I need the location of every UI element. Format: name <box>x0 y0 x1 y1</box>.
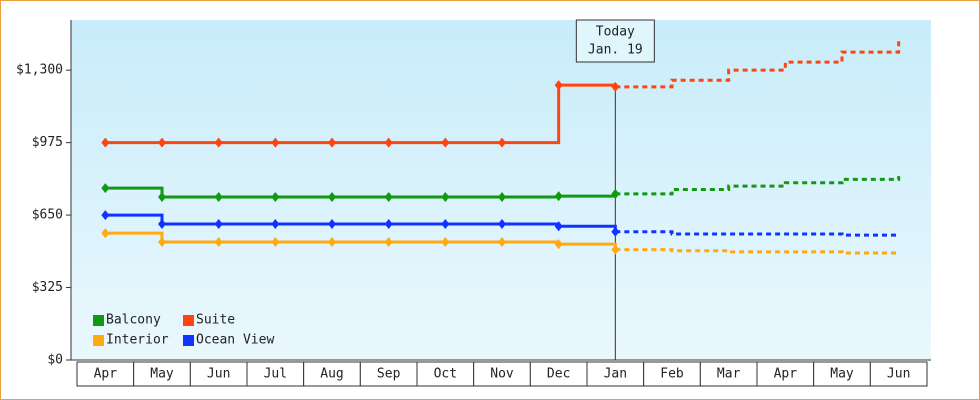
x-tick-label: Feb <box>660 367 684 382</box>
point <box>384 237 393 248</box>
point <box>441 237 450 248</box>
point <box>271 237 280 248</box>
point <box>384 137 393 148</box>
today-box <box>575 19 655 63</box>
point <box>214 137 223 148</box>
forecast-line <box>615 40 901 89</box>
point <box>214 237 223 248</box>
point <box>271 192 280 203</box>
x-tick-label: Oct <box>434 367 457 382</box>
point <box>328 219 336 229</box>
forecast-line <box>615 230 899 237</box>
point <box>271 137 280 148</box>
y-tick-label: $975 <box>32 135 63 150</box>
x-tick-box <box>76 361 135 387</box>
x-tick-box <box>699 361 758 387</box>
point <box>554 191 563 202</box>
x-tick-label: Jun <box>887 367 910 382</box>
point <box>498 219 506 229</box>
point <box>101 137 110 148</box>
series-line <box>105 83 617 145</box>
legend-swatch <box>183 315 194 326</box>
y-tick-label: $1,300 <box>16 63 63 78</box>
point <box>328 137 336 148</box>
point <box>101 183 110 194</box>
x-tick-label: Apr <box>774 367 798 382</box>
point <box>101 228 110 239</box>
point <box>271 219 280 229</box>
x-tick-label: Aug <box>320 367 343 382</box>
point <box>158 237 166 248</box>
x-tick-box <box>189 361 248 387</box>
legend-swatch <box>93 335 104 346</box>
legend-label: Balcony <box>106 313 161 328</box>
point <box>214 219 223 229</box>
x-tick-label: Jul <box>264 367 287 382</box>
today-label: Today <box>596 25 635 40</box>
point <box>611 244 620 255</box>
x-tick-label: Dec <box>547 367 570 382</box>
point <box>554 239 563 250</box>
point <box>611 226 620 237</box>
legend-label: Ocean View <box>196 333 274 348</box>
point <box>498 192 506 203</box>
legend-label: Interior <box>106 333 169 348</box>
y-tick-label: $650 <box>32 208 63 223</box>
x-tick-box <box>869 361 928 387</box>
x-tick-label: Nov <box>490 367 514 382</box>
point <box>101 210 110 221</box>
x-tick-label: Mar <box>717 367 741 382</box>
legend-label: Suite <box>196 313 235 328</box>
point <box>328 192 336 203</box>
point <box>554 80 563 91</box>
x-tick-label: Apr <box>94 367 118 382</box>
x-tick-label: May <box>830 367 854 382</box>
point <box>554 221 563 232</box>
x-tick-box <box>303 361 361 387</box>
legend-swatch <box>183 335 194 346</box>
point <box>158 219 166 229</box>
y-tick-label: $325 <box>32 280 63 295</box>
point <box>158 192 166 203</box>
x-tick-label: May <box>150 367 174 382</box>
x-tick-label: Jan <box>604 367 627 382</box>
y-tick-label: $0 <box>47 353 63 368</box>
point <box>498 137 506 148</box>
today-label: Jan. 19 <box>588 43 643 58</box>
x-tick-box <box>756 361 815 387</box>
point <box>384 192 393 203</box>
point <box>498 237 506 248</box>
point <box>441 192 450 203</box>
x-tick-box <box>246 361 305 387</box>
point <box>611 188 620 199</box>
point <box>214 192 223 203</box>
point <box>384 219 393 229</box>
x-tick-box <box>473 361 531 387</box>
plot-area <box>71 20 931 360</box>
x-tick-label: Jun <box>207 367 230 382</box>
point <box>158 137 166 148</box>
x-tick-box <box>586 361 645 387</box>
point <box>611 81 620 92</box>
legend-swatch <box>93 315 104 326</box>
point <box>328 237 336 248</box>
forecast-line <box>615 248 901 255</box>
point <box>441 219 450 229</box>
point <box>441 137 450 148</box>
x-tick-label: Sep <box>377 367 401 382</box>
x-tick-box <box>133 361 191 387</box>
